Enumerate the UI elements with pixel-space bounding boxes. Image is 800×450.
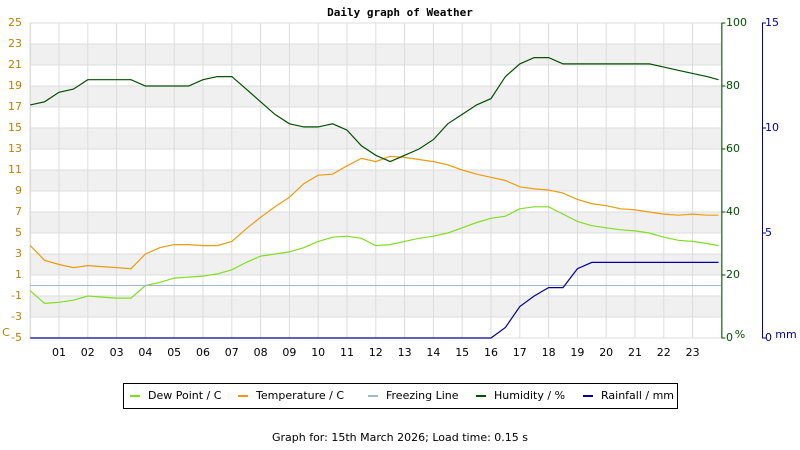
footer: Graph for: 15th March 2026; Load time: 0… bbox=[272, 431, 528, 444]
x-tick-label: 16 bbox=[484, 346, 498, 359]
y3-tick-label: 0 bbox=[765, 331, 772, 344]
x-tick-label: 11 bbox=[340, 346, 354, 359]
x-tick-label: 13 bbox=[398, 346, 412, 359]
y-tick-label: -3 bbox=[11, 310, 22, 323]
x-tick-label: 22 bbox=[657, 346, 671, 359]
y-tick-label: -1 bbox=[11, 289, 22, 302]
legend-label: Humidity / % bbox=[494, 389, 565, 402]
x-tick-label: 20 bbox=[599, 346, 613, 359]
legend-label: Rainfall / mm bbox=[601, 389, 674, 402]
y-tick-label: 17 bbox=[8, 100, 22, 113]
y-tick-label: 21 bbox=[8, 58, 22, 71]
legend-box bbox=[123, 383, 678, 409]
x-tick-label: 15 bbox=[455, 346, 469, 359]
series-line bbox=[30, 261, 719, 339]
y3-axis-unit: mm bbox=[775, 328, 796, 341]
y2-tick-label: 0 bbox=[726, 331, 733, 344]
x-tick-label: 08 bbox=[254, 346, 268, 359]
series-line bbox=[29, 155, 719, 270]
x-tick-label: 17 bbox=[513, 346, 527, 359]
legend-label: Dew Point / C bbox=[148, 389, 222, 402]
x-tick-label: 23 bbox=[686, 346, 700, 359]
x-tick-label: 02 bbox=[81, 346, 95, 359]
x-tick-label: 12 bbox=[369, 346, 383, 359]
y-axis-unit: C bbox=[2, 326, 10, 339]
y-tick-label: 19 bbox=[8, 79, 22, 92]
x-tick-label: 07 bbox=[225, 346, 239, 359]
x-tick-label: 04 bbox=[138, 346, 152, 359]
x-tick-label: 01 bbox=[52, 346, 66, 359]
y-tick-label: 3 bbox=[15, 247, 22, 260]
y-tick-label: -5 bbox=[11, 331, 22, 344]
series-line bbox=[30, 56, 719, 163]
x-tick-label: 10 bbox=[311, 346, 325, 359]
y-tick-label: 7 bbox=[15, 205, 22, 218]
x-tick-label: 21 bbox=[628, 346, 642, 359]
y-tick-label: 23 bbox=[8, 37, 22, 50]
x-tick-label: 06 bbox=[196, 346, 210, 359]
chart-title: Daily graph of Weather bbox=[327, 6, 473, 19]
y-tick-label: 5 bbox=[15, 226, 22, 239]
legend-label: Temperature / C bbox=[255, 389, 344, 402]
y-tick-label: 25 bbox=[8, 16, 22, 29]
x-tick-label: 18 bbox=[542, 346, 556, 359]
x-tick-label: 19 bbox=[570, 346, 584, 359]
y2-tick-label: 60 bbox=[726, 142, 740, 155]
x-tick-label: 03 bbox=[110, 346, 124, 359]
x-tick-label: 05 bbox=[167, 346, 181, 359]
y2-tick-label: 100 bbox=[726, 16, 747, 29]
y2-tick-label: 80 bbox=[726, 79, 740, 92]
y-tick-label: 13 bbox=[8, 142, 22, 155]
x-tick-label: 14 bbox=[426, 346, 440, 359]
y2-axis-unit: % bbox=[735, 328, 745, 341]
y3-tick-label: 15 bbox=[765, 16, 779, 29]
y2-tick-label: 20 bbox=[726, 268, 740, 281]
y-tick-label: 11 bbox=[8, 163, 22, 176]
x-tick-label: 09 bbox=[282, 346, 296, 359]
y3-tick-label: 5 bbox=[765, 226, 772, 239]
y-tick-label: 15 bbox=[8, 121, 22, 134]
y-tick-label: 9 bbox=[15, 184, 22, 197]
y3-tick-label: 10 bbox=[765, 121, 779, 134]
y2-tick-label: 40 bbox=[726, 205, 740, 218]
y-tick-label: 1 bbox=[15, 268, 22, 281]
legend-label: Freezing Line bbox=[386, 389, 459, 402]
